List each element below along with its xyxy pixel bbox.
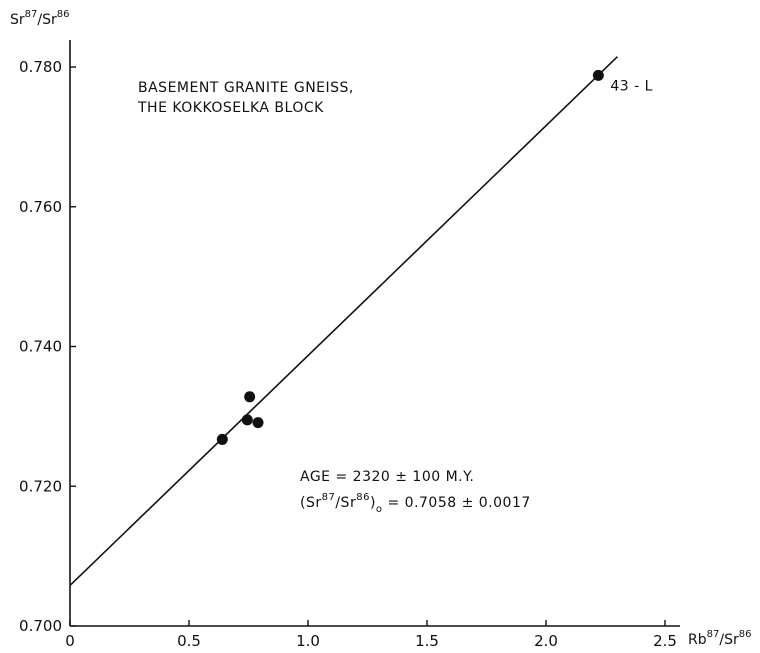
axis-ticks: 0 0.5 1.0 1.5 2.0 2.5 0.700 0.720 0.740 0.760 0.78… xyxy=(19,58,677,650)
y-tick-label: 0.720 xyxy=(19,477,62,495)
x-tick-label: 0.5 xyxy=(177,632,201,650)
x-tick-label: 1.5 xyxy=(415,632,439,650)
data-point xyxy=(216,433,228,445)
data-point xyxy=(252,417,264,429)
annotation-title-line1: BASEMENT GRANITE GNEISS, xyxy=(138,80,354,96)
axes xyxy=(69,40,680,627)
y-tick-label: 0.780 xyxy=(19,58,62,76)
y-tick-label: 0.700 xyxy=(19,617,62,635)
annotation-title-line2: THE KOKKOSELKA BLOCK xyxy=(137,100,324,116)
data-point xyxy=(592,69,604,81)
annotation-initial-ratio: (Sr87/Sr86)o = 0.7058 ± 0.0017 xyxy=(300,492,531,515)
data-points: 43 - L xyxy=(216,69,653,445)
y-tick-label: 0.740 xyxy=(19,338,62,356)
x-tick-label: 2.0 xyxy=(534,632,558,650)
annotation-age: AGE = 2320 ± 100 M.Y. xyxy=(300,469,474,485)
data-point xyxy=(241,414,253,426)
x-tick-label: 2.5 xyxy=(653,632,677,650)
regression-line-group xyxy=(69,56,618,587)
x-tick-label: 1.0 xyxy=(296,632,320,650)
data-point-label: 43 - L xyxy=(610,78,653,94)
x-tick-label: 0 xyxy=(65,632,75,650)
data-point xyxy=(244,391,256,403)
y-tick-label: 0.760 xyxy=(19,198,62,216)
y-axis-label: Sr87/Sr86 xyxy=(10,9,69,28)
x-axis-label: Rb87/Sr86 xyxy=(688,629,751,648)
isochron-line xyxy=(69,56,618,587)
